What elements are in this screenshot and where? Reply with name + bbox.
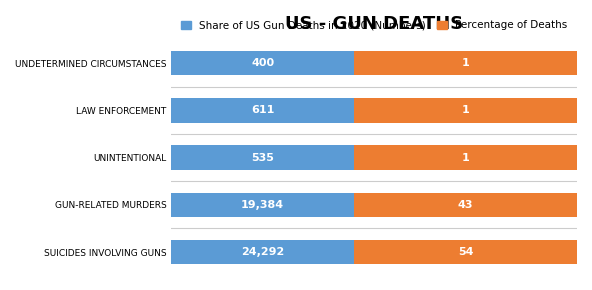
Text: 611: 611 xyxy=(251,105,274,115)
Bar xyxy=(354,98,577,123)
Text: 1: 1 xyxy=(462,58,469,68)
Bar xyxy=(171,51,354,75)
Text: 19,384: 19,384 xyxy=(241,200,284,210)
Title: US - GUN DEATHS: US - GUN DEATHS xyxy=(285,15,464,33)
Legend: Share of US Gun Deaths in 2020 (Numbers), Percentage of Deaths: Share of US Gun Deaths in 2020 (Numbers)… xyxy=(178,17,571,33)
Bar xyxy=(354,51,577,75)
Text: 535: 535 xyxy=(251,153,274,163)
Bar xyxy=(354,145,577,170)
Text: 1: 1 xyxy=(462,153,469,163)
Bar xyxy=(171,240,354,264)
Bar xyxy=(354,240,577,264)
Bar xyxy=(171,98,354,123)
Text: 24,292: 24,292 xyxy=(241,247,284,257)
Bar xyxy=(354,193,577,217)
Bar xyxy=(171,145,354,170)
Text: 54: 54 xyxy=(458,247,473,257)
Text: 1: 1 xyxy=(462,105,469,115)
Text: 400: 400 xyxy=(251,58,274,68)
Text: 43: 43 xyxy=(458,200,473,210)
Bar xyxy=(171,193,354,217)
